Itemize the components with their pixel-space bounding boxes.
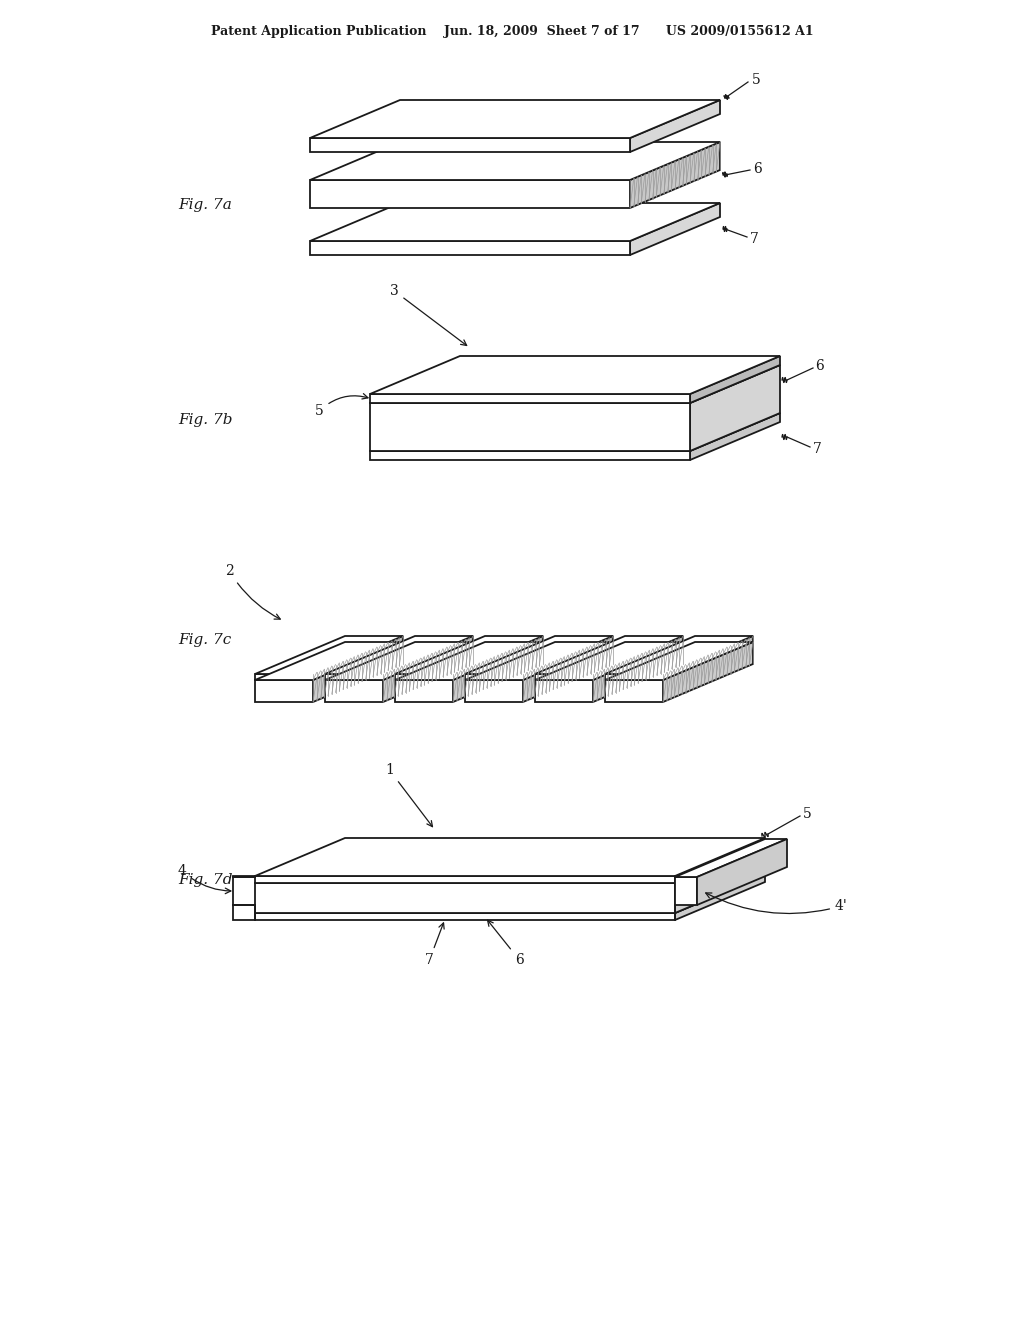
Polygon shape (690, 366, 780, 451)
Polygon shape (325, 642, 473, 680)
Text: 6: 6 (753, 162, 762, 176)
Polygon shape (313, 636, 403, 680)
Polygon shape (383, 642, 473, 702)
Polygon shape (697, 840, 787, 906)
Polygon shape (370, 356, 780, 393)
Polygon shape (465, 636, 613, 675)
Polygon shape (255, 876, 675, 883)
Polygon shape (255, 642, 403, 680)
Polygon shape (395, 642, 543, 680)
Polygon shape (255, 636, 403, 675)
Polygon shape (395, 680, 453, 702)
Polygon shape (465, 675, 523, 680)
Polygon shape (465, 680, 523, 702)
Polygon shape (535, 675, 593, 680)
Polygon shape (605, 675, 663, 680)
Polygon shape (255, 883, 675, 913)
Polygon shape (630, 143, 720, 209)
Polygon shape (233, 906, 255, 920)
Polygon shape (663, 636, 753, 680)
Polygon shape (523, 636, 613, 680)
Polygon shape (370, 413, 780, 451)
Polygon shape (255, 675, 313, 680)
Polygon shape (690, 356, 780, 403)
Polygon shape (370, 403, 690, 451)
Polygon shape (690, 413, 780, 459)
Polygon shape (310, 203, 720, 242)
Polygon shape (395, 636, 543, 675)
Polygon shape (310, 100, 720, 139)
Polygon shape (370, 366, 780, 403)
Polygon shape (310, 139, 630, 152)
Text: 4: 4 (178, 865, 230, 894)
Polygon shape (255, 845, 765, 883)
Polygon shape (313, 642, 403, 702)
Text: 2: 2 (225, 564, 281, 619)
Polygon shape (383, 636, 473, 680)
Polygon shape (325, 636, 473, 675)
Polygon shape (395, 675, 453, 680)
Polygon shape (593, 636, 683, 680)
Polygon shape (605, 642, 753, 680)
Text: 6: 6 (815, 359, 823, 374)
Text: Fig. 7b: Fig. 7b (178, 413, 232, 426)
Text: 7: 7 (425, 923, 444, 968)
Polygon shape (325, 680, 383, 702)
Text: 4': 4' (706, 892, 848, 913)
Polygon shape (255, 875, 765, 913)
Text: 1: 1 (385, 763, 432, 826)
Polygon shape (255, 913, 675, 920)
Polygon shape (535, 680, 593, 702)
Polygon shape (255, 680, 313, 702)
Polygon shape (605, 680, 663, 702)
Polygon shape (325, 675, 383, 680)
Polygon shape (310, 242, 630, 255)
Text: 3: 3 (390, 284, 467, 346)
Text: Patent Application Publication    Jun. 18, 2009  Sheet 7 of 17      US 2009/0155: Patent Application Publication Jun. 18, … (211, 25, 813, 38)
Text: Fig. 7a: Fig. 7a (178, 198, 231, 213)
Polygon shape (675, 876, 697, 906)
Polygon shape (675, 845, 765, 913)
Polygon shape (255, 838, 765, 876)
Polygon shape (453, 636, 543, 680)
Polygon shape (675, 838, 765, 883)
Polygon shape (675, 875, 765, 920)
Polygon shape (593, 642, 683, 702)
Text: Fig. 7d: Fig. 7d (178, 873, 232, 887)
Text: Fig. 7c: Fig. 7c (178, 634, 231, 647)
Polygon shape (605, 636, 753, 675)
Polygon shape (675, 840, 787, 876)
Polygon shape (310, 143, 720, 180)
Text: 7: 7 (813, 442, 822, 455)
Polygon shape (663, 642, 753, 702)
Text: 5: 5 (803, 807, 812, 821)
Polygon shape (465, 642, 613, 680)
Text: 7: 7 (750, 232, 759, 246)
Polygon shape (370, 451, 690, 459)
Text: 5: 5 (752, 73, 761, 87)
Text: 6: 6 (487, 920, 523, 968)
Polygon shape (370, 393, 690, 403)
Polygon shape (535, 636, 683, 675)
Polygon shape (630, 203, 720, 255)
Polygon shape (453, 642, 543, 702)
Polygon shape (630, 100, 720, 152)
Polygon shape (523, 642, 613, 702)
Text: 5: 5 (315, 393, 368, 418)
Polygon shape (310, 180, 630, 209)
Polygon shape (535, 642, 683, 680)
